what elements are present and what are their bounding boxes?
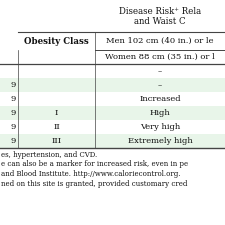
Text: Obesity Class: Obesity Class xyxy=(24,36,89,45)
Bar xyxy=(0,106,225,120)
Text: and Waist C: and Waist C xyxy=(134,18,186,27)
Text: –: – xyxy=(158,67,162,75)
Text: I: I xyxy=(55,109,58,117)
Text: Men 102 cm (40 in.) or le: Men 102 cm (40 in.) or le xyxy=(106,37,214,45)
Text: ned on this site is granted, provided customary cred: ned on this site is granted, provided cu… xyxy=(1,180,187,187)
Text: 9: 9 xyxy=(11,123,16,131)
Text: II: II xyxy=(53,123,60,131)
Text: and Blood Institute. http://www.caloriecontrol.org.: and Blood Institute. http://www.caloriec… xyxy=(1,170,180,178)
Text: High: High xyxy=(150,109,170,117)
Bar xyxy=(0,78,225,92)
Text: 9: 9 xyxy=(11,109,16,117)
Text: 9: 9 xyxy=(11,137,16,145)
Text: es, hypertension, and CVD.: es, hypertension, and CVD. xyxy=(1,151,97,159)
Text: Women 88 cm (35 in.) or l: Women 88 cm (35 in.) or l xyxy=(105,53,215,61)
Text: Increased: Increased xyxy=(139,95,181,103)
Text: 9: 9 xyxy=(11,95,16,103)
Text: Extremely high: Extremely high xyxy=(128,137,192,145)
Text: e can also be a marker for increased risk, even in pe: e can also be a marker for increased ris… xyxy=(1,160,188,169)
Text: Disease Risk⁺ Rela: Disease Risk⁺ Rela xyxy=(119,7,201,16)
Text: 9: 9 xyxy=(11,81,16,89)
Text: Very high: Very high xyxy=(140,123,180,131)
Text: III: III xyxy=(52,137,62,145)
Text: –: – xyxy=(158,81,162,89)
Bar xyxy=(0,134,225,148)
